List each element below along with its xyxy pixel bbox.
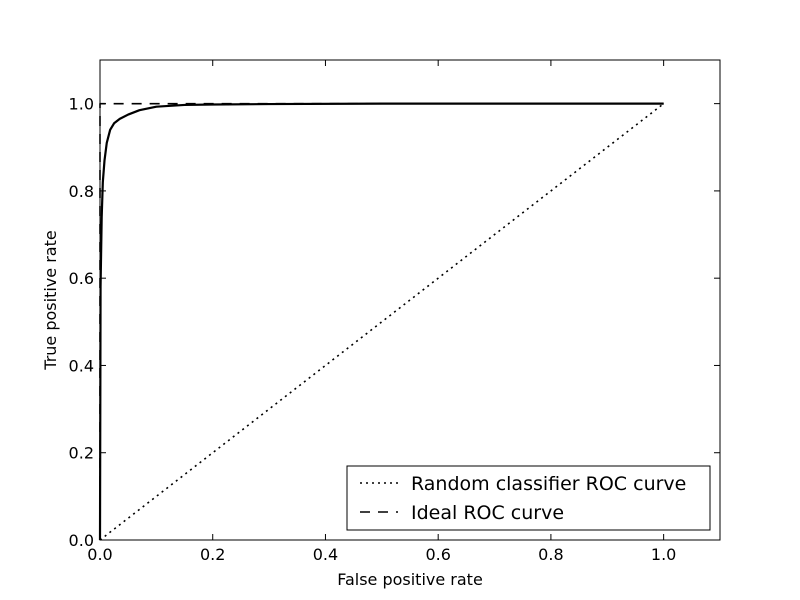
y-tick-label: 0.4 [69, 356, 94, 375]
x-tick-label: 0.8 [538, 545, 563, 564]
legend-label: Ideal ROC curve [411, 502, 564, 524]
y-tick-label: 0.2 [69, 444, 94, 463]
legend: Random classifier ROC curve Ideal ROC cur… [346, 465, 711, 531]
series-line-random-classifier-roc-curve [99, 103, 665, 541]
x-tick-label: 0.0 [87, 545, 112, 564]
x-axis-label: False positive rate [337, 570, 483, 589]
y-axis-label: True positive rate [41, 230, 60, 370]
x-tick-label: 0.6 [425, 545, 450, 564]
x-tick-label: 0.4 [313, 545, 338, 564]
y-tick-label: 1.0 [69, 95, 94, 114]
y-tick-label: 0.6 [69, 269, 94, 288]
legend-label: Random classifier ROC curve [411, 473, 686, 495]
y-tick-label: 0.8 [69, 182, 94, 201]
legend-box [346, 465, 711, 531]
x-tick-label: 1.0 [651, 545, 676, 564]
y-tick-label: 0.0 [69, 531, 94, 550]
plot-frame [99, 59, 721, 541]
x-tick-label: 0.2 [200, 545, 225, 564]
series-line-classifier-roc [98, 102, 664, 541]
